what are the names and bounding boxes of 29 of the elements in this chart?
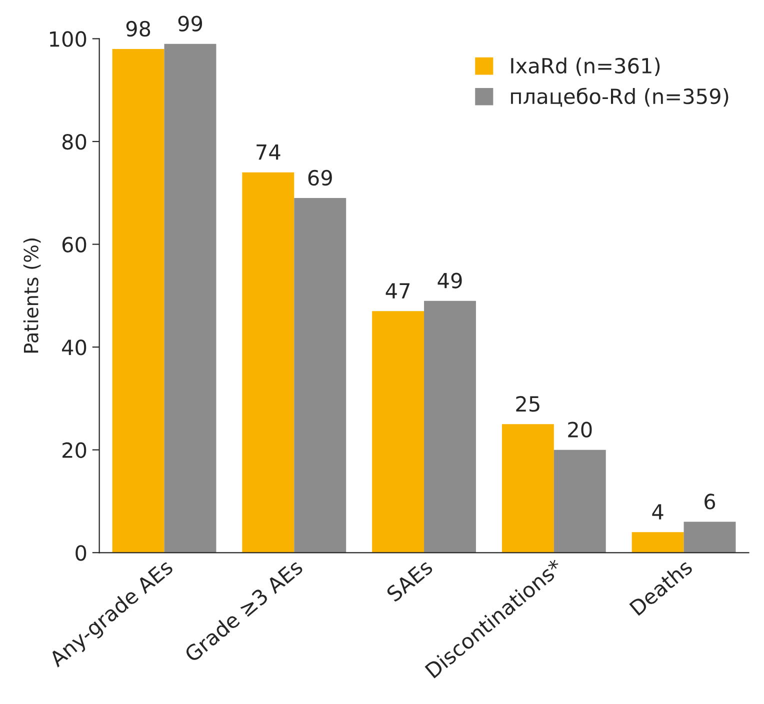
data-label: 99 (178, 16, 202, 32)
y-tick-label: 20 (62, 442, 86, 458)
bar (294, 198, 346, 553)
y-tick-label: 60 (62, 236, 86, 252)
bar (554, 450, 606, 553)
bar (684, 522, 736, 553)
data-label: 74 (256, 144, 280, 160)
data-label: 49 (438, 272, 462, 288)
data-label: 4 (652, 504, 664, 520)
legend-label: IxaRd (n=361) (511, 57, 660, 76)
bar (112, 49, 164, 553)
bar (242, 172, 294, 553)
data-label: 98 (126, 20, 150, 37)
y-tick-label: 40 (62, 340, 86, 356)
data-label: 69 (308, 170, 332, 186)
data-label: 6 (704, 494, 716, 510)
bar (502, 424, 554, 553)
legend-label: плацебо-Rd (n=359) (511, 88, 728, 107)
bar (372, 311, 424, 553)
y-axis-title: Patients (%) (23, 238, 41, 353)
bar (424, 300, 476, 553)
data-label: 47 (386, 283, 410, 298)
y-tick-label: 100 (50, 31, 86, 47)
bar (164, 44, 216, 553)
bar (632, 532, 684, 553)
data-label: 20 (568, 422, 592, 438)
data-label: 25 (516, 396, 540, 412)
y-tick-label: 80 (62, 134, 86, 150)
y-tick-label: 0 (76, 545, 86, 561)
